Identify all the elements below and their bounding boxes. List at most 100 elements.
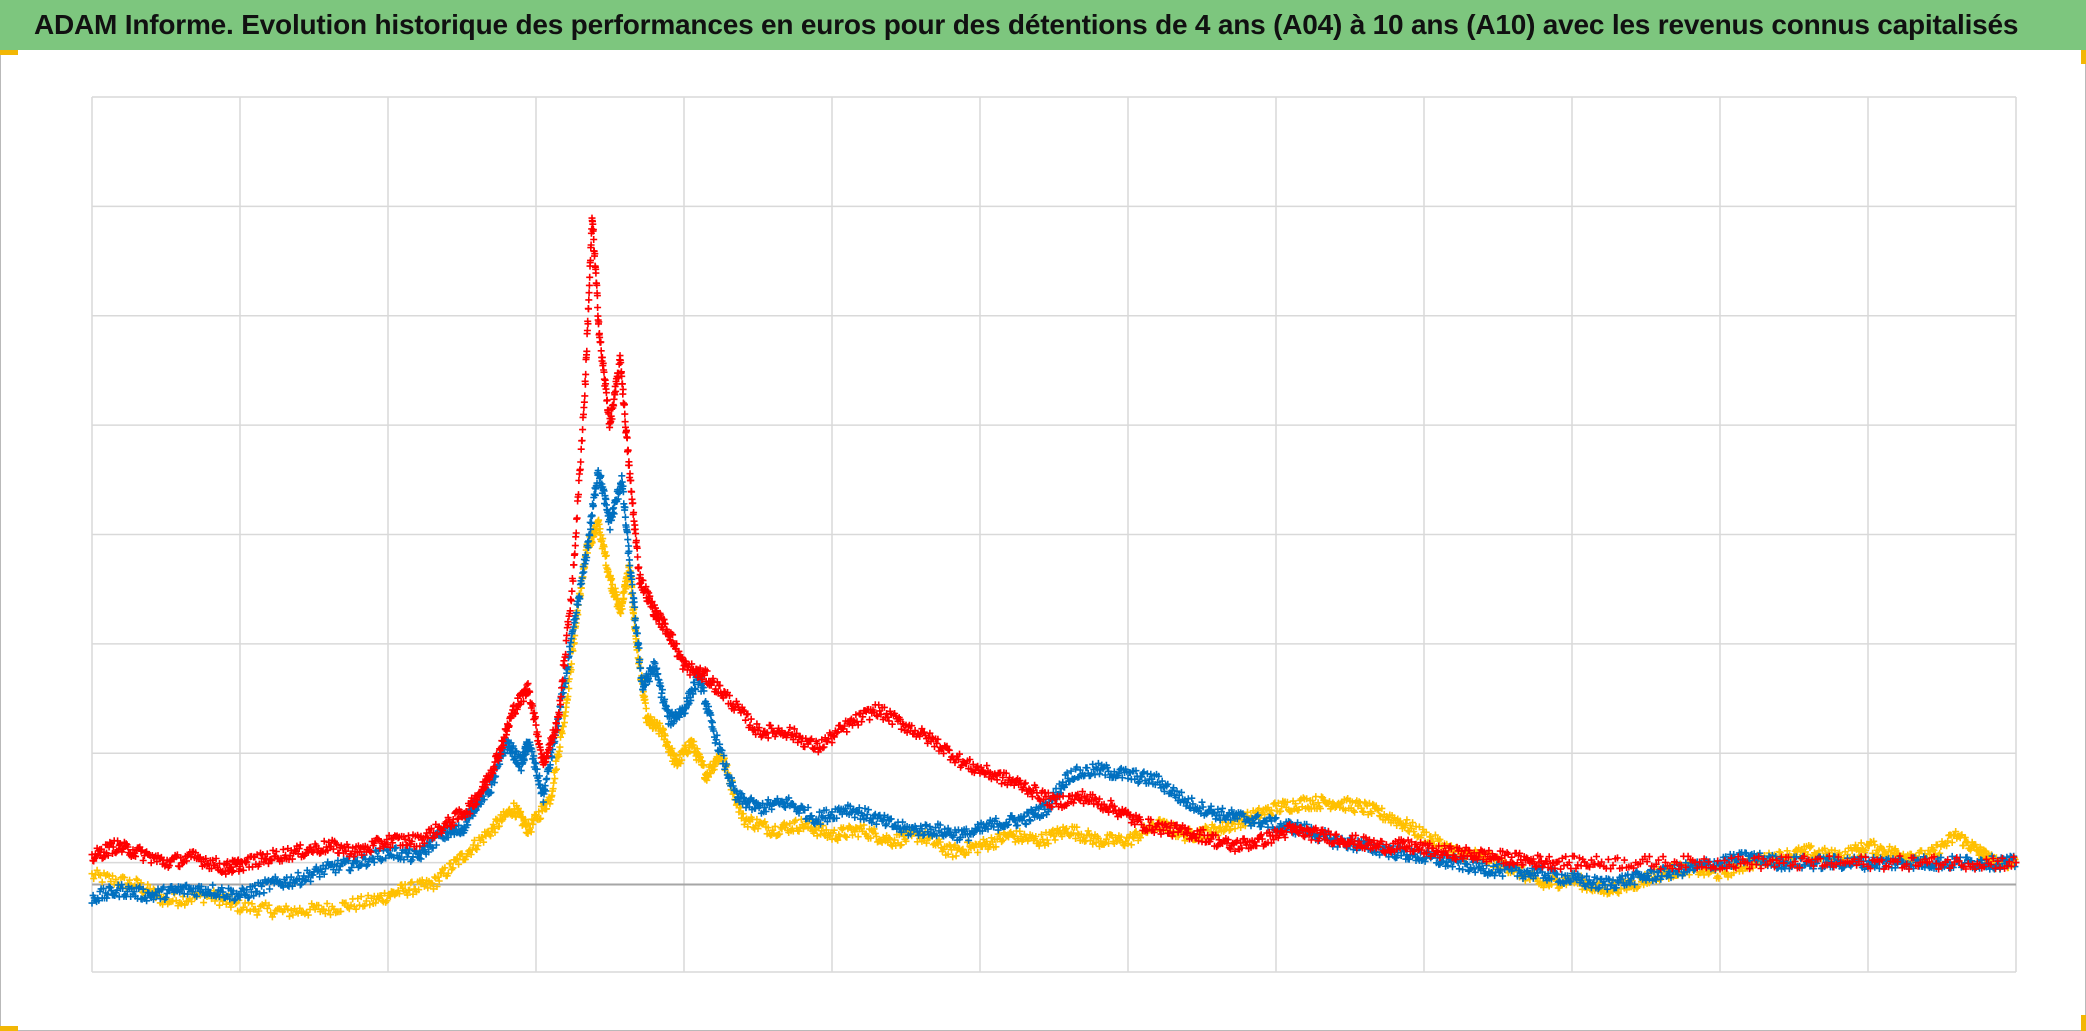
data-point: [816, 808, 823, 816]
data-point: [700, 761, 708, 769]
data-point: [1870, 837, 1878, 845]
data-point: [524, 680, 532, 688]
data-point: [1368, 810, 1376, 817]
data-point: [897, 828, 905, 836]
data-point: [598, 353, 606, 361]
data-point: [546, 761, 554, 769]
data-point: [927, 826, 935, 834]
data-point: [1026, 816, 1033, 824]
data-point: [1067, 767, 1075, 775]
data-point: [450, 821, 458, 829]
data-point: [1145, 779, 1152, 787]
data-point: [1393, 854, 1401, 861]
data-point: [783, 821, 790, 829]
grid: [91, 96, 2017, 973]
data-point: [1039, 812, 1047, 819]
title-bar: ADAM Informe. Evolution historique des p…: [0, 0, 2086, 50]
data-point: [579, 426, 587, 434]
data-point: [1088, 770, 1096, 778]
data-point: [255, 860, 263, 868]
data-point: [619, 488, 627, 496]
data-point: [776, 830, 784, 838]
data-point: [998, 838, 1006, 846]
data-point: [1952, 828, 1960, 835]
data-point: [1248, 814, 1256, 822]
data-point: [679, 665, 687, 673]
data-point: [1164, 780, 1172, 788]
data-point: [544, 752, 552, 760]
data-point: [587, 256, 594, 264]
data-point: [584, 320, 592, 328]
data-point: [1612, 884, 1620, 892]
data-point: [1459, 866, 1467, 874]
data-point: [406, 845, 414, 853]
data-point: [623, 426, 630, 434]
data-point: [954, 756, 962, 764]
data-point: [1534, 869, 1542, 877]
data-point: [1316, 805, 1324, 813]
data-point: [1220, 828, 1228, 835]
data-point: [1158, 777, 1166, 785]
data-point: [512, 710, 519, 717]
data-point: [532, 721, 540, 729]
data-point: [441, 864, 449, 872]
data-point: [626, 470, 634, 478]
data-point: [1601, 881, 1609, 889]
data-point: [583, 554, 591, 561]
data-point: [660, 726, 667, 734]
data-point: [962, 825, 970, 833]
data-point: [1217, 808, 1225, 816]
data-point: [597, 531, 605, 539]
page-title: ADAM Informe. Evolution historique des p…: [34, 9, 2019, 40]
data-point: [1792, 853, 1800, 861]
data-point: [255, 890, 263, 898]
data-point: [1929, 845, 1937, 853]
data-point: [1299, 794, 1307, 802]
data-point: [407, 858, 415, 865]
data-point: [1212, 815, 1220, 823]
data-point: [557, 693, 565, 701]
data-point: [1733, 859, 1741, 867]
data-point: [527, 828, 535, 836]
data-point: [230, 897, 238, 904]
data-point: [1277, 807, 1285, 815]
data-point: [1038, 831, 1045, 839]
data-point: [401, 835, 409, 843]
data-point: [823, 818, 831, 826]
data-point: [386, 892, 394, 900]
data-point: [794, 738, 802, 746]
data-point: [228, 868, 236, 876]
data-point: [1617, 875, 1625, 883]
data-point: [632, 530, 640, 538]
data-point: [572, 529, 580, 537]
data-point: [444, 869, 452, 877]
data-point: [690, 738, 698, 745]
data-point: [1178, 788, 1185, 796]
data-point: [1372, 802, 1380, 810]
data-point: [628, 581, 636, 588]
data-point: [479, 833, 486, 841]
data-point: [688, 660, 696, 668]
data-point: [585, 305, 592, 313]
data-point: [1244, 808, 1251, 816]
data-point: [1944, 837, 1952, 845]
data-point: [1101, 771, 1109, 779]
data-point: [1831, 847, 1839, 855]
data-point: [1604, 875, 1612, 883]
data-point: [759, 731, 767, 739]
data-point: [1715, 874, 1723, 882]
data-point: [295, 875, 303, 883]
data-point: [589, 226, 597, 233]
data-point: [1410, 828, 1418, 835]
data-point: [571, 619, 579, 627]
data-point: [808, 812, 815, 820]
data-point: [505, 722, 513, 730]
data-point: [553, 765, 560, 773]
data-point: [1138, 773, 1146, 781]
data-point: [489, 821, 497, 828]
data-point: [378, 856, 386, 863]
data-point: [867, 834, 875, 842]
data-point: [661, 732, 669, 740]
data-point: [358, 851, 366, 859]
data-point: [434, 873, 442, 881]
